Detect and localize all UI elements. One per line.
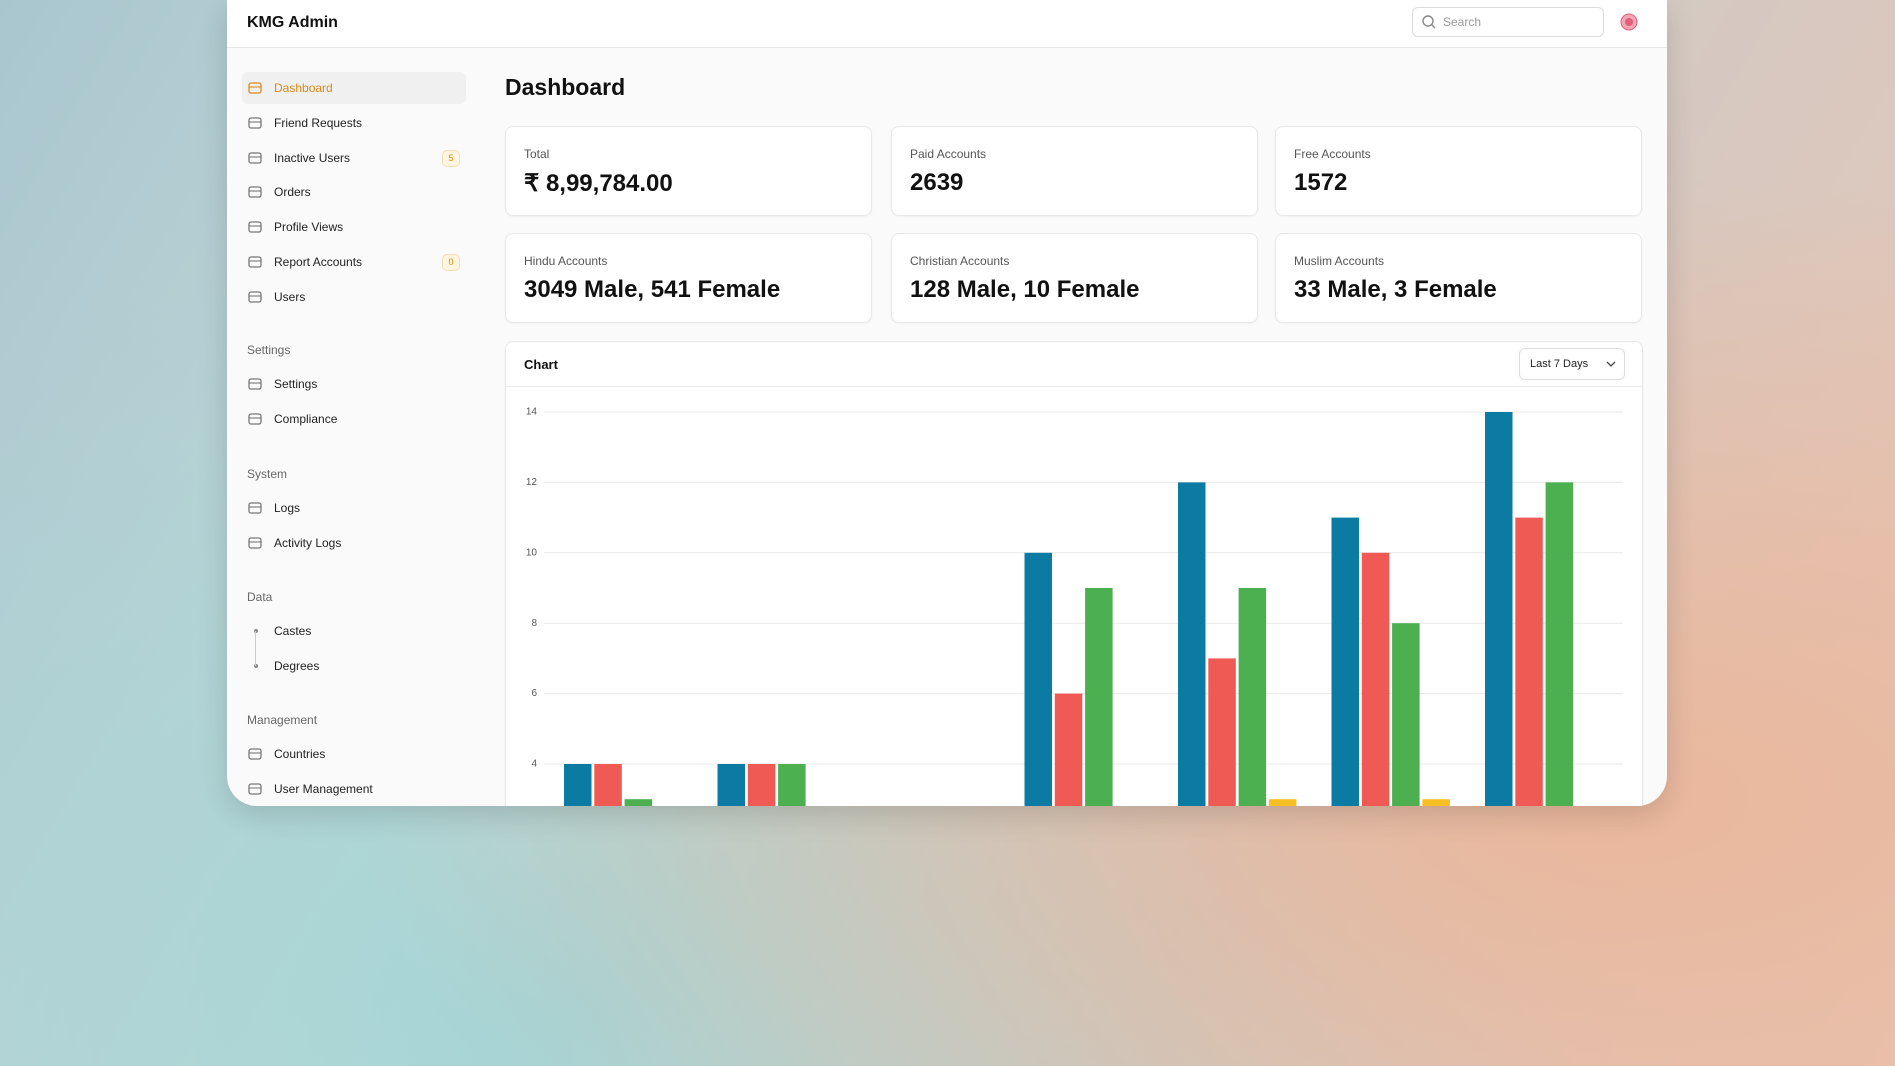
stat-value: 1572 <box>1294 169 1348 196</box>
y-tick-label: 6 <box>531 688 537 699</box>
stat-card: Hindu Accounts 3049 Male, 541 Female <box>505 233 872 323</box>
bar <box>1238 588 1267 806</box>
section-title: Data <box>247 590 273 604</box>
nav-icon <box>248 537 262 549</box>
nav-item[interactable]: Orders <box>274 185 311 199</box>
nav-icon <box>248 186 262 198</box>
section-title: Management <box>247 713 318 727</box>
search-box[interactable]: Search <box>1412 7 1604 37</box>
stat-card: Free Accounts 1572 <box>1275 126 1642 216</box>
search-placeholder: Search <box>1443 15 1482 29</box>
stat-label: Hindu Accounts <box>524 254 608 268</box>
nav-item[interactable]: Report Accounts <box>274 255 363 269</box>
nav-item[interactable]: Compliance <box>274 412 338 426</box>
nav-badge: 0 <box>442 254 460 271</box>
stat-label: Paid Accounts <box>910 147 987 161</box>
tree-line <box>255 631 256 666</box>
stat-value: 2639 <box>910 169 964 196</box>
bar <box>1331 517 1359 806</box>
bar <box>1361 552 1390 806</box>
tree-dot <box>254 629 258 633</box>
nav-icon <box>248 291 262 303</box>
nav-item[interactable]: Logs <box>274 501 301 515</box>
bar <box>624 799 653 806</box>
nav-item[interactable]: Castes <box>274 624 312 638</box>
nav-item[interactable]: Dashboard <box>274 81 333 95</box>
stat-card: Total ₹ 8,99,784.00 <box>505 126 872 216</box>
nav-icon <box>248 502 262 514</box>
nav-icon <box>248 748 262 760</box>
stat-label: Free Accounts <box>1294 147 1371 161</box>
nav-icon <box>248 256 262 268</box>
bar <box>1178 482 1206 806</box>
bar <box>1268 799 1297 806</box>
bar <box>778 764 806 806</box>
bar <box>1545 482 1574 806</box>
chart-divider <box>506 386 1642 387</box>
nav-item[interactable]: User Management <box>274 782 373 796</box>
bar <box>717 764 745 806</box>
nav-icon <box>248 152 262 164</box>
nav-item[interactable]: Users <box>274 290 306 304</box>
stat-card: Christian Accounts 128 Male, 10 Female <box>891 233 1258 323</box>
nav-item[interactable]: Inactive Users <box>274 151 351 165</box>
app-title: KMG Admin <box>247 14 338 31</box>
bar <box>1422 799 1450 806</box>
bar <box>1208 658 1236 806</box>
nav-icon <box>248 221 262 233</box>
y-tick-label: 8 <box>531 618 537 629</box>
stat-label: Christian Accounts <box>910 254 1010 268</box>
stat-label: Total <box>524 147 550 161</box>
stat-card: Paid Accounts 2639 <box>891 126 1258 216</box>
nav-badge: 5 <box>442 150 460 167</box>
bar <box>594 764 622 806</box>
nav-icon <box>248 117 262 129</box>
bar <box>1054 693 1083 806</box>
header: KMG Admin Search <box>227 0 1667 48</box>
nav-item[interactable]: Countries <box>274 747 326 761</box>
nav-icon <box>248 783 262 795</box>
y-tick-label: 12 <box>526 477 538 488</box>
nav-item[interactable]: Settings <box>274 377 318 391</box>
nav-item[interactable]: Activity Logs <box>274 536 342 550</box>
stat-value: ₹ 8,99,784.00 <box>524 170 673 197</box>
nav-item[interactable]: Profile Views <box>274 220 344 234</box>
chart-title: Chart <box>524 357 558 372</box>
nav-item[interactable]: Degrees <box>274 659 320 673</box>
stat-label: Muslim Accounts <box>1294 254 1385 268</box>
stat-card: Muslim Accounts 33 Male, 3 Female <box>1275 233 1642 323</box>
chevron <box>1606 361 1616 367</box>
range-dropdown[interactable]: Last 7 Days <box>1519 348 1625 380</box>
bar <box>1085 588 1113 806</box>
bar <box>1485 412 1513 806</box>
search-icon <box>1422 15 1436 29</box>
chart: 4 6 8 10 12 14 <box>526 407 1623 806</box>
bar <box>747 764 776 806</box>
nav-icon <box>248 82 262 94</box>
tree-dot <box>254 664 258 668</box>
stat-value: 3049 Male, 541 Female <box>524 276 781 303</box>
page-heading: Dashboard <box>505 74 626 100</box>
app-window: KMG Admin Search Dashboard Friend Request… <box>227 0 1667 806</box>
avatar[interactable] <box>1620 13 1638 31</box>
bar <box>1515 517 1543 806</box>
y-tick-label: 10 <box>526 547 538 558</box>
y-tick-label: 14 <box>526 407 538 418</box>
y-tick-label: 4 <box>531 759 537 770</box>
nav-icon <box>248 378 262 390</box>
nav-icon <box>248 413 262 425</box>
section-title: Settings <box>247 343 291 357</box>
bar <box>564 764 592 806</box>
range-label: Last 7 Days <box>1530 358 1589 370</box>
bar <box>1024 552 1052 806</box>
active-item-bg <box>242 72 466 104</box>
section-title: System <box>247 467 288 481</box>
bar <box>1392 623 1420 806</box>
nav-item[interactable]: Friend Requests <box>274 116 363 130</box>
stat-value: 33 Male, 3 Female <box>1294 276 1497 303</box>
stat-value: 128 Male, 10 Female <box>910 276 1140 303</box>
